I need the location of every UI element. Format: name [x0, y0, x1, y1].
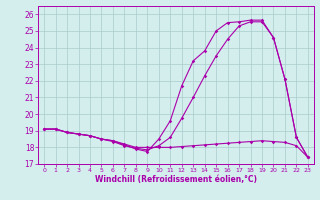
X-axis label: Windchill (Refroidissement éolien,°C): Windchill (Refroidissement éolien,°C) — [95, 175, 257, 184]
